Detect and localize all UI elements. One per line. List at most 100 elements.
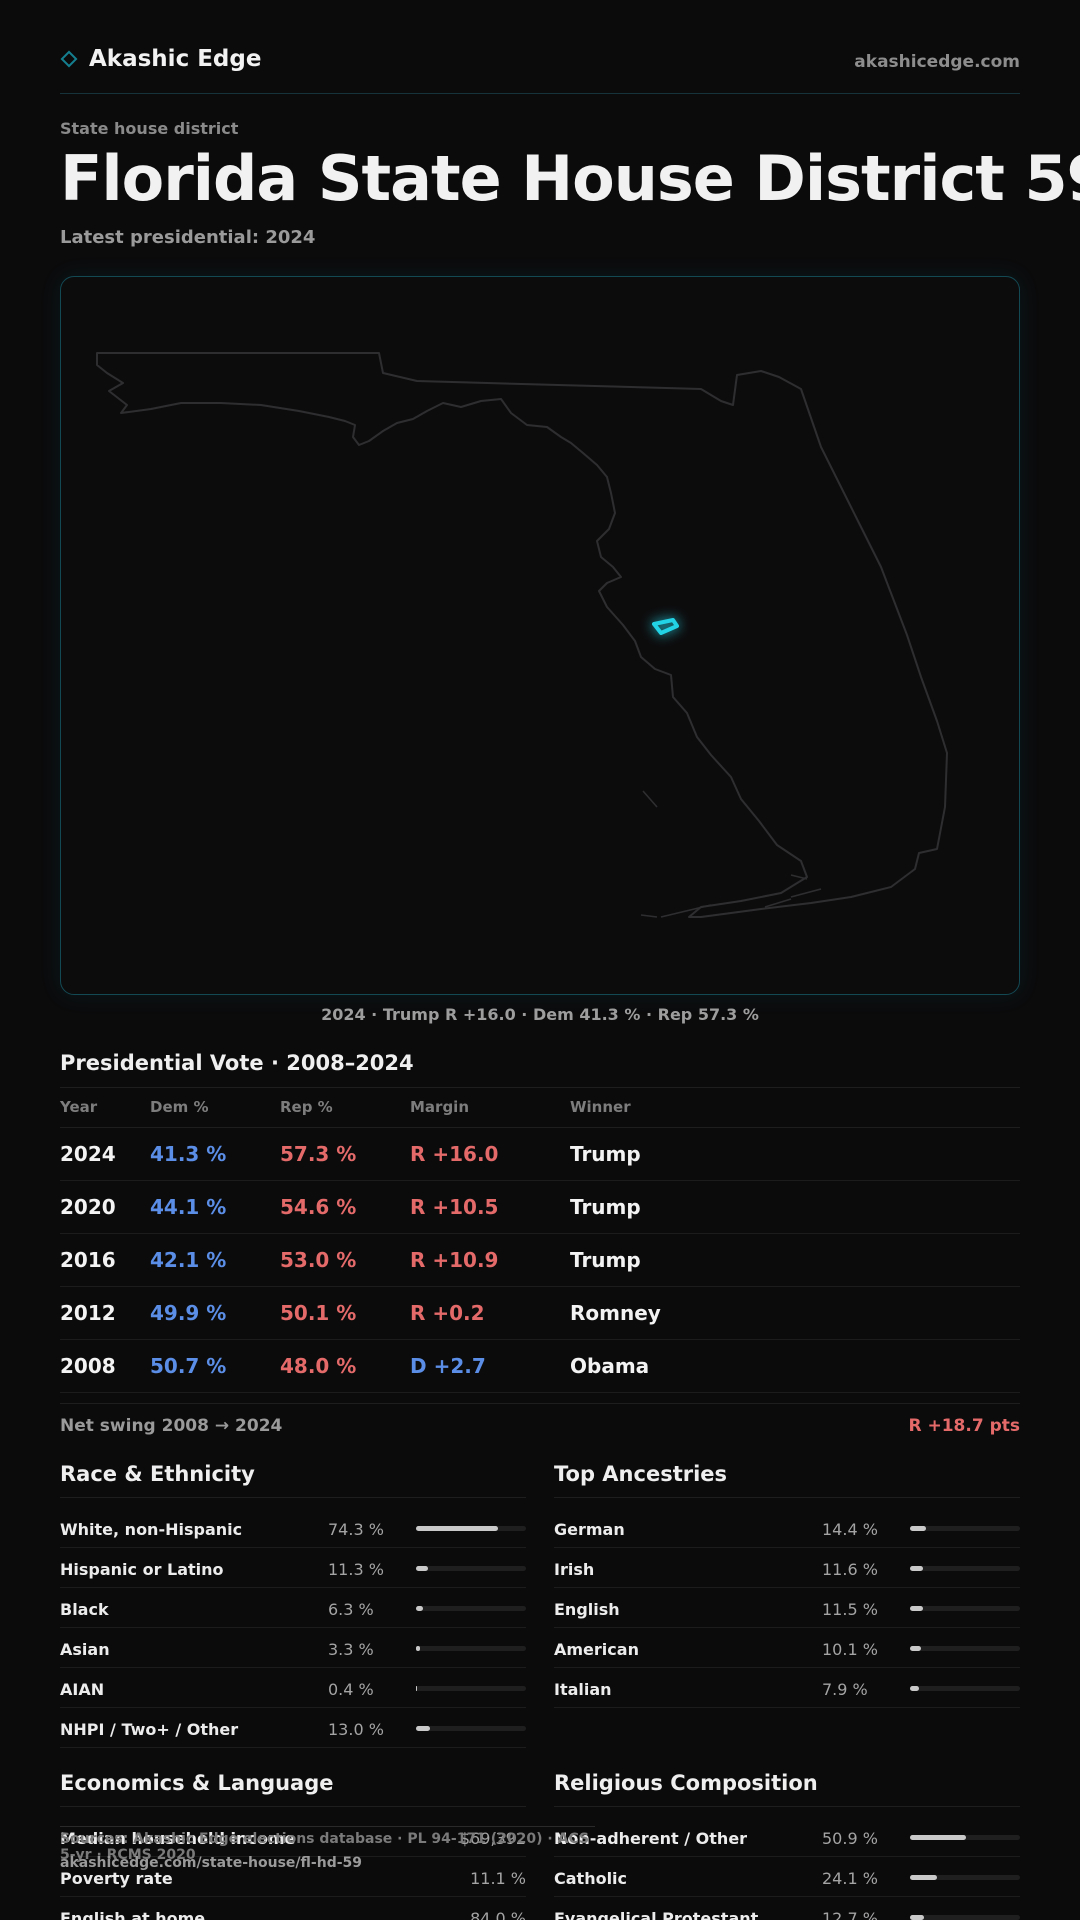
item-percent: 3.3 %: [328, 1640, 374, 1659]
item-name: American: [554, 1640, 639, 1659]
item-percent: 6.3 %: [328, 1600, 374, 1619]
list-item: Black 6.3 %: [60, 1588, 526, 1628]
row-dem: 49.9 %: [150, 1301, 227, 1325]
item-bar-fill: [910, 1875, 937, 1880]
item-bar: [910, 1566, 1020, 1571]
divider: [60, 1127, 1020, 1128]
item-name: Asian: [60, 1640, 110, 1659]
item-bar-fill: [416, 1646, 420, 1651]
item-bar: [416, 1566, 526, 1571]
item-name: AIAN: [60, 1680, 105, 1699]
item-name: White, non-Hispanic: [60, 1520, 243, 1539]
votes-title: Presidential Vote · 2008–2024: [60, 1051, 414, 1075]
item-percent: 74.3 %: [328, 1520, 384, 1539]
item-bar: [910, 1875, 1020, 1880]
brand-name: Akashic Edge: [89, 46, 262, 72]
latest-presidential: Latest presidential: 2024: [60, 227, 316, 248]
district-map[interactable]: [60, 276, 1020, 995]
item-percent: 12.7 %: [822, 1909, 878, 1920]
divider: [60, 1497, 526, 1498]
row-winner: Obama: [570, 1354, 650, 1378]
divider: [554, 1497, 1020, 1498]
item-bar-fill: [910, 1915, 924, 1920]
item-bar: [910, 1526, 1020, 1531]
row-rep: 50.1 %: [280, 1301, 357, 1325]
col-dem: Dem %: [150, 1098, 209, 1116]
table-row: 2016 42.1 % 53.0 % R +10.9 Trump: [60, 1234, 1020, 1287]
col-year: Year: [60, 1098, 98, 1116]
florida-outline-map: [96, 352, 948, 918]
item-bar: [416, 1726, 526, 1731]
item-percent: 11.3 %: [328, 1560, 384, 1579]
footer-url[interactable]: akashicedge.com/state-house/fl-hd-59: [60, 1855, 363, 1871]
list-item: English 11.5 %: [554, 1588, 1020, 1628]
item-bar: [910, 1606, 1020, 1611]
item-percent: 7.9 %: [822, 1680, 868, 1699]
item-percent: 14.4 %: [822, 1520, 878, 1539]
page-kicker: State house district: [60, 119, 239, 138]
item-bar-fill: [910, 1646, 922, 1651]
item-percent: 10.1 %: [822, 1640, 878, 1659]
divider: [60, 1806, 526, 1807]
row-year: 2016: [60, 1248, 116, 1272]
list-item: German 14.4 %: [554, 1508, 1020, 1548]
list-item: English at home 84.0 %: [60, 1897, 526, 1920]
row-winner: Romney: [570, 1301, 661, 1325]
item-bar: [416, 1646, 526, 1651]
row-dem: 42.1 %: [150, 1248, 227, 1272]
brand-logo[interactable]: Akashic Edge: [60, 46, 261, 72]
economics-title: Economics & Language: [60, 1771, 334, 1795]
list-item: Asian 3.3 %: [60, 1628, 526, 1668]
item-name: Catholic: [554, 1869, 628, 1888]
item-percent: 11.5 %: [822, 1600, 878, 1619]
item-bar-fill: [910, 1835, 966, 1840]
list-item: Catholic 24.1 %: [554, 1857, 1020, 1897]
list-item: White, non-Hispanic 74.3 %: [60, 1508, 526, 1548]
row-year: 2012: [60, 1301, 116, 1325]
item-name: Median household income: [60, 1829, 296, 1848]
page-title: Florida State House District 59: [60, 142, 1080, 215]
item-name: Poverty rate: [60, 1869, 173, 1888]
keys-outline: [640, 790, 822, 918]
list-item: Irish 11.6 %: [554, 1548, 1020, 1588]
row-margin: R +0.2: [410, 1301, 485, 1325]
row-dem: 50.7 %: [150, 1354, 227, 1378]
row-winner: Trump: [570, 1195, 641, 1219]
item-bar-fill: [416, 1606, 423, 1611]
page-footer: Sources: Akashic Edge elections database…: [60, 1826, 595, 1886]
table-row: 2008 50.7 % 48.0 % D +2.7 Obama: [60, 1340, 1020, 1393]
list-item: Poverty rate 11.1 %: [60, 1857, 526, 1897]
item-name: English: [554, 1600, 620, 1619]
table-row: 2020 44.1 % 54.6 % R +10.5 Trump: [60, 1181, 1020, 1234]
item-percent: 50.9 %: [822, 1829, 878, 1848]
list-item: Italian 7.9 %: [554, 1668, 1020, 1708]
economics-list: Median household income $69,392 Poverty …: [60, 1817, 526, 1920]
item-name: Irish: [554, 1560, 595, 1579]
row-rep: 57.3 %: [280, 1142, 357, 1166]
row-rep: 54.6 %: [280, 1195, 357, 1219]
item-bar-fill: [416, 1726, 431, 1731]
religion-title: Religious Composition: [554, 1771, 818, 1795]
item-bar-fill: [910, 1526, 926, 1531]
row-year: 2008: [60, 1354, 116, 1378]
list-item: Evangelical Protestant 12.7 %: [554, 1897, 1020, 1920]
net-swing: Net swing 2008 → 2024 R +18.7 pts: [60, 1403, 1020, 1443]
row-margin: R +10.9: [410, 1248, 499, 1272]
item-name: Italian: [554, 1680, 612, 1699]
item-bar: [910, 1646, 1020, 1651]
table-row: 2012 49.9 % 50.1 % R +0.2 Romney: [60, 1287, 1020, 1340]
religion-list: Non-adherent / Other 50.9 % Catholic 24.…: [554, 1817, 1020, 1920]
row-margin: D +2.7: [410, 1354, 486, 1378]
item-name: NHPI / Two+ / Other: [60, 1720, 239, 1739]
item-bar-fill: [416, 1566, 429, 1571]
item-value: 11.1 %: [470, 1869, 526, 1888]
site-link[interactable]: akashicedge.com: [854, 52, 1020, 72]
row-rep: 53.0 %: [280, 1248, 357, 1272]
top-bar: Akashic Edge akashicedge.com: [60, 46, 1020, 94]
item-bar-fill: [910, 1686, 919, 1691]
row-year: 2020: [60, 1195, 116, 1219]
col-margin: Margin: [410, 1098, 470, 1116]
row-rep: 48.0 %: [280, 1354, 357, 1378]
item-name: German: [554, 1520, 625, 1539]
district-highlight: [652, 618, 679, 635]
